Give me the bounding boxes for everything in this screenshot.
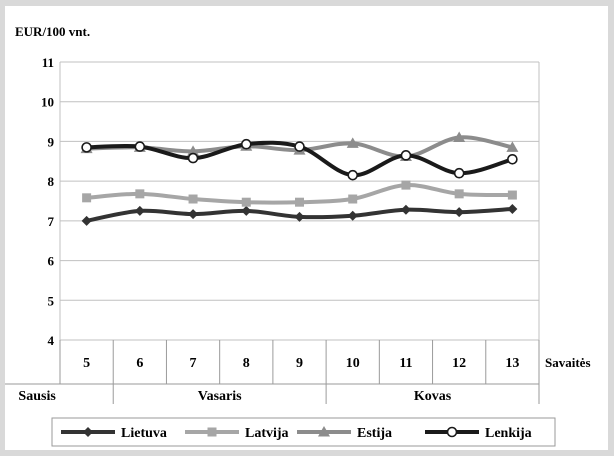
data-point bbox=[134, 205, 145, 216]
data-point bbox=[187, 145, 200, 156]
x-tick-label: 6 bbox=[136, 356, 143, 371]
data-series bbox=[80, 131, 519, 226]
legend: Lietuva Latvija Estija Lenkija bbox=[51, 417, 556, 447]
data-point bbox=[400, 150, 412, 161]
data-point bbox=[241, 205, 252, 216]
data-point bbox=[188, 194, 198, 204]
data-point bbox=[82, 193, 92, 203]
data-point bbox=[187, 152, 199, 164]
y-tick-label: 5 bbox=[48, 293, 55, 308]
x-tick-label: 9 bbox=[296, 356, 303, 371]
data-point bbox=[81, 215, 92, 226]
data-point bbox=[400, 204, 411, 215]
data-point bbox=[81, 142, 92, 153]
x-tick-label: 7 bbox=[190, 356, 197, 371]
x-tick-label: 8 bbox=[243, 356, 250, 371]
group-label: Kovas bbox=[414, 389, 452, 404]
series-Lenkija bbox=[81, 138, 518, 181]
data-point bbox=[453, 131, 466, 142]
data-point bbox=[507, 190, 517, 200]
legend-label: Latvija bbox=[245, 426, 289, 441]
series-Lietuva bbox=[81, 203, 518, 226]
data-point bbox=[454, 207, 465, 218]
legend-label: Estija bbox=[357, 426, 392, 441]
x-tick-label: 13 bbox=[505, 356, 519, 371]
data-point bbox=[241, 197, 251, 207]
x-tick-label: 11 bbox=[399, 356, 412, 371]
data-point bbox=[454, 189, 464, 199]
y-tick-labels: 4 5 6 7 8 9 10 11 bbox=[41, 55, 55, 348]
x-tick-label: 5 bbox=[83, 356, 90, 371]
data-point bbox=[401, 180, 411, 190]
chart-panel: EUR/100 vnt. 4 5 6 7 8 9 10 11 5 6 7 8 9 10 11 12 13 Sau… bbox=[5, 6, 608, 450]
line-chart: EUR/100 vnt. 4 5 6 7 8 9 10 11 5 6 7 8 9 10 11 12 13 Sau… bbox=[5, 24, 591, 447]
data-point bbox=[294, 141, 305, 152]
x-tick-label: 10 bbox=[346, 356, 360, 371]
data-point bbox=[347, 169, 359, 181]
x-axis-label: Savaitės bbox=[545, 355, 591, 370]
y-tick-label: 10 bbox=[41, 95, 54, 110]
group-label: Sausis bbox=[18, 389, 56, 404]
legend-marker bbox=[318, 426, 330, 437]
data-point bbox=[295, 197, 304, 207]
y-tick-label: 11 bbox=[42, 55, 54, 70]
group-label: Vasaris bbox=[198, 389, 242, 404]
data-point bbox=[348, 194, 358, 204]
data-point bbox=[135, 189, 145, 199]
data-point bbox=[188, 209, 199, 220]
data-point bbox=[453, 167, 465, 179]
y-tick-label: 8 bbox=[48, 174, 55, 189]
data-point bbox=[346, 137, 359, 148]
legend-label: Lietuva bbox=[121, 426, 167, 441]
data-point bbox=[507, 154, 518, 165]
data-point bbox=[507, 203, 518, 214]
data-point bbox=[134, 141, 146, 152]
y-tick-label: 6 bbox=[48, 254, 55, 269]
category-table: 5 6 7 8 9 10 11 12 13 Sausis Vasaris Kovas bbox=[5, 340, 540, 404]
data-point bbox=[294, 211, 305, 222]
legend-marker bbox=[446, 426, 458, 438]
legend-marker bbox=[83, 427, 93, 437]
y-tick-label: 9 bbox=[48, 134, 55, 149]
y-tick-label: 4 bbox=[48, 333, 55, 348]
legend-marker bbox=[207, 427, 217, 437]
legend-label: Lenkija bbox=[485, 426, 532, 441]
data-point bbox=[506, 141, 519, 152]
y-tick-label: 7 bbox=[48, 214, 55, 229]
y-axis-label: EUR/100 vnt. bbox=[15, 24, 90, 39]
data-point bbox=[240, 138, 252, 150]
series-Latvija bbox=[82, 180, 517, 207]
data-point bbox=[347, 210, 358, 221]
x-tick-label: 12 bbox=[452, 356, 466, 371]
